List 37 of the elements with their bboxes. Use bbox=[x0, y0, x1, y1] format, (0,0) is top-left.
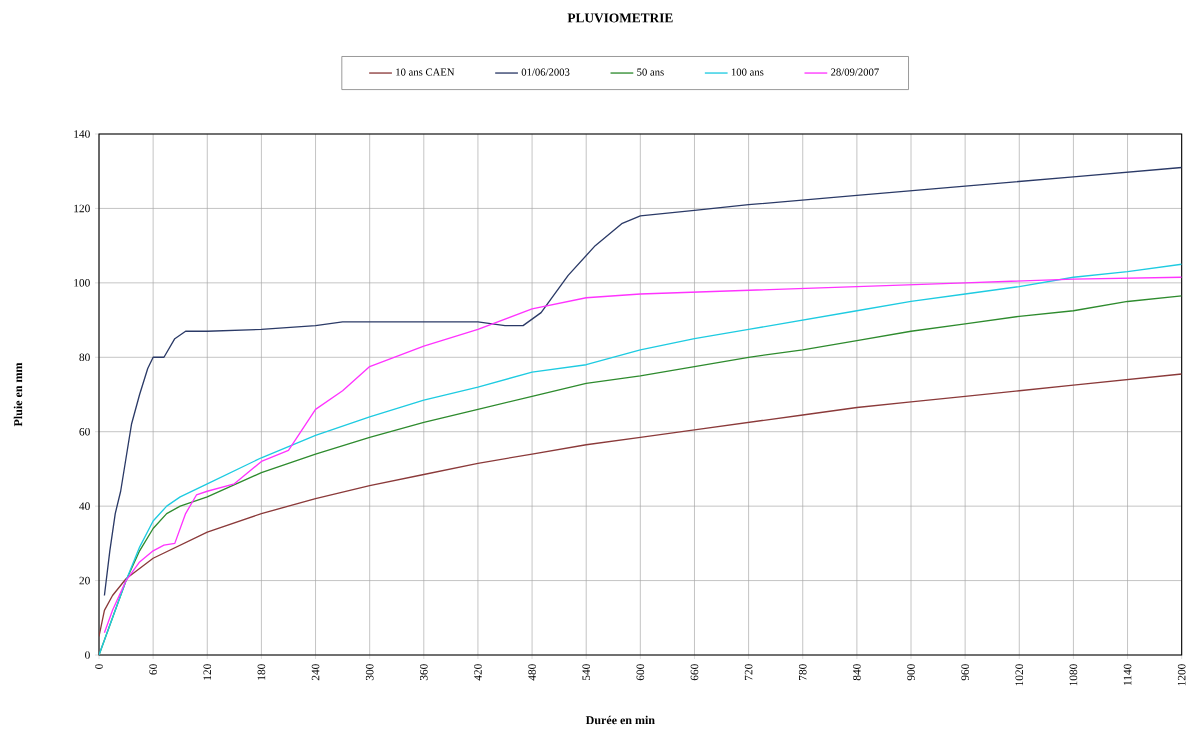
x-tick-label: 0 bbox=[95, 664, 103, 669]
x-tick-label: 780 bbox=[798, 664, 807, 680]
x-tick-label: 60 bbox=[149, 664, 157, 675]
legend-label: 100 ans bbox=[731, 68, 764, 76]
x-tick-label: 1140 bbox=[1123, 664, 1132, 685]
y-tick-label: 0 bbox=[85, 651, 90, 659]
y-tick-label: 100 bbox=[74, 279, 90, 287]
x-tick-label: 540 bbox=[582, 664, 591, 681]
x-tick-label: 1200 bbox=[1177, 664, 1186, 686]
x-tick-label: 420 bbox=[474, 664, 482, 681]
x-tick-label: 360 bbox=[419, 664, 428, 681]
x-tick-label: 240 bbox=[311, 664, 320, 681]
x-tick-label: 600 bbox=[636, 664, 645, 681]
legend-label: 50 ans bbox=[637, 68, 664, 76]
y-axis-title: Pluie en mm bbox=[13, 362, 23, 427]
x-axis-title: Durée en min bbox=[585, 715, 655, 725]
x-tick-label: 660 bbox=[690, 664, 699, 681]
x-tick-label: 1020 bbox=[1015, 664, 1024, 686]
y-tick-label: 120 bbox=[74, 204, 90, 213]
x-tick-label: 960 bbox=[961, 664, 969, 681]
chart-title: PLUVIOMETRIE bbox=[567, 13, 673, 23]
x-tick-label: 120 bbox=[203, 664, 212, 680]
y-tick-label: 20 bbox=[79, 576, 90, 585]
y-tick-label: 40 bbox=[79, 502, 90, 510]
y-tick-label: 140 bbox=[74, 130, 90, 138]
x-tick-label: 720 bbox=[744, 664, 753, 680]
x-tick-label: 900 bbox=[907, 664, 915, 681]
y-tick-label: 80 bbox=[79, 353, 90, 362]
legend-label: 01/06/2003 bbox=[521, 68, 570, 76]
legend-label: 10 ans CAEN bbox=[396, 68, 455, 76]
x-tick-label: 1080 bbox=[1069, 664, 1078, 686]
y-tick-label: 60 bbox=[79, 427, 90, 436]
x-tick-label: 180 bbox=[257, 664, 266, 680]
legend-label: 28/09/2007 bbox=[831, 68, 879, 76]
x-tick-label: 300 bbox=[365, 664, 374, 681]
x-tick-label: 840 bbox=[853, 664, 861, 681]
x-tick-label: 480 bbox=[528, 664, 536, 681]
